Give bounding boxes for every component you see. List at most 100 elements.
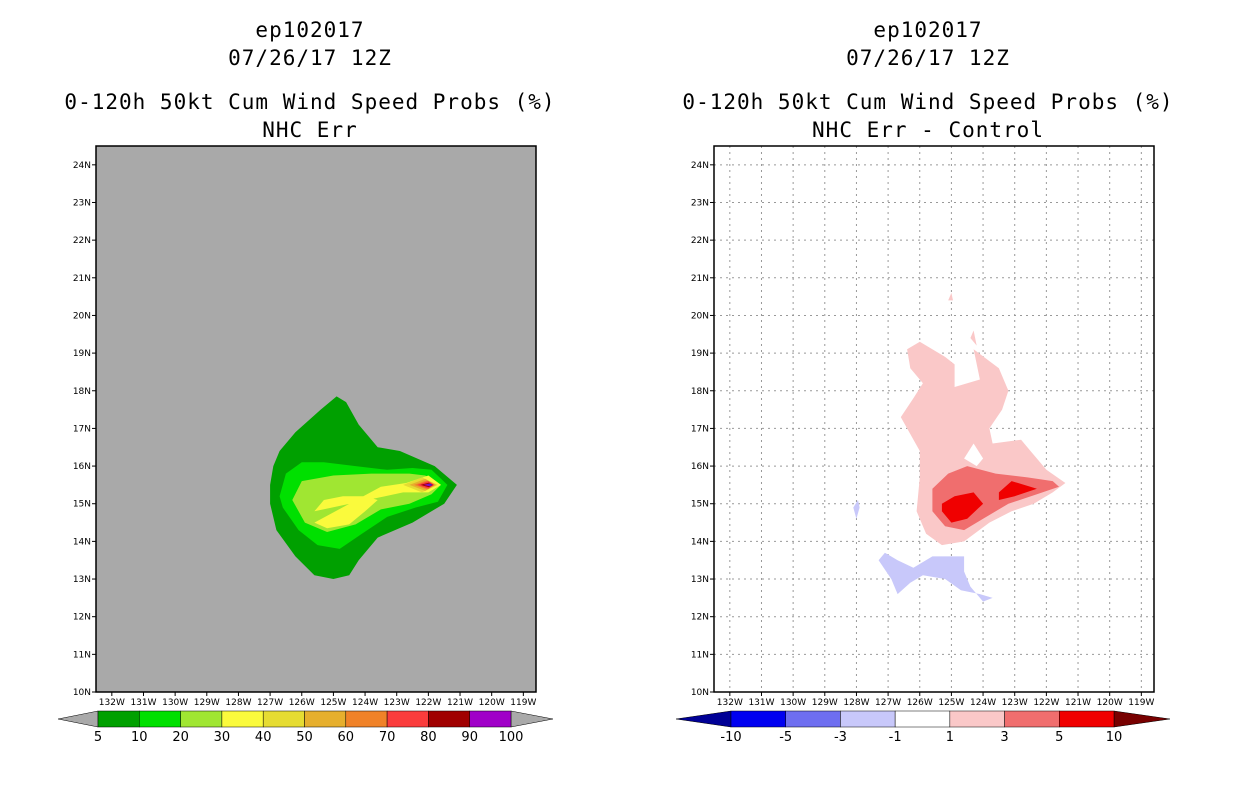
contour-level-1 xyxy=(970,330,977,346)
colorbar-label: 20 xyxy=(172,730,189,745)
contour-level-5 xyxy=(941,492,984,523)
colorbar-swatch xyxy=(97,710,140,728)
colorbar-swatch xyxy=(469,710,512,728)
x-tick-label: 120W xyxy=(1097,698,1123,708)
x-tick-label: 121W xyxy=(447,698,473,708)
contour-level-95 xyxy=(426,484,433,486)
colorbar-swatch xyxy=(221,710,264,728)
y-tick-label: 11N xyxy=(691,650,709,660)
colorbar-label: 60 xyxy=(338,730,355,745)
colorbar-swatch xyxy=(949,710,1005,728)
left-title-line-4: NHC Err xyxy=(262,118,358,142)
y-tick-label: 14N xyxy=(691,537,709,547)
colorbar-label: 100 xyxy=(499,730,524,745)
right-title-line-2: 07/26/17 12Z xyxy=(846,46,1010,70)
x-tick-label: 129W xyxy=(812,698,838,708)
colorbar-swatch xyxy=(730,710,786,728)
x-tick-label: 122W xyxy=(415,698,441,708)
colorbar-label: 5 xyxy=(1055,730,1063,745)
colorbar-label: 10 xyxy=(131,730,148,745)
colorbar-label: -10 xyxy=(720,730,741,745)
colorbar-label: 40 xyxy=(255,730,272,745)
colorbar-swatch xyxy=(894,710,951,728)
colorbar-label: -3 xyxy=(834,730,847,745)
contour-layer xyxy=(853,292,1066,602)
colorbar-swatch xyxy=(180,710,223,728)
colorbar-swatch xyxy=(386,710,429,728)
plot-frame xyxy=(713,145,1155,693)
y-tick-label: 12N xyxy=(691,613,709,623)
contour-level-neg1 xyxy=(878,552,993,602)
left-title-line-2: 07/26/17 12Z xyxy=(228,46,392,70)
y-tick-label: 17N xyxy=(691,424,709,434)
x-tick-label: 128W xyxy=(843,698,869,708)
x-tick-label: 123W xyxy=(384,698,410,708)
colorbar-label: 50 xyxy=(296,730,313,745)
y-tick-label: 15N xyxy=(73,500,91,510)
y-tick-label: 13N xyxy=(691,575,709,585)
colorbar-extend-low xyxy=(675,710,732,728)
colorbar-swatch xyxy=(840,710,896,728)
y-tick-label: 19N xyxy=(73,349,91,359)
x-tick-label: 130W xyxy=(162,698,188,708)
colorbar-swatch xyxy=(345,710,388,728)
right-title-line-3: 0-120h 50kt Cum Wind Speed Probs (%) xyxy=(682,90,1174,114)
colorbar-label: 30 xyxy=(214,730,231,745)
right-title-line-1: ep102017 xyxy=(873,18,983,42)
y-tick-label: 10N xyxy=(691,688,709,698)
y-tick-label: 21N xyxy=(73,274,91,284)
x-tick-label: 123W xyxy=(1002,698,1028,708)
colorbar-label: 3 xyxy=(1000,730,1008,745)
chart-panel-left: 10N 11N 12N 13N 14N 15N 16N 17N 18N 19N 20N 21N 22N 2… xyxy=(57,145,554,745)
y-tick-label: 20N xyxy=(73,311,91,321)
colorbar-swatch xyxy=(428,710,470,728)
colorbar-label: 70 xyxy=(379,730,396,745)
x-tick-label: 131W xyxy=(130,698,156,708)
y-tick-label: 21N xyxy=(691,274,709,284)
x-tick-label: 124W xyxy=(970,698,996,708)
y-tick-label: 16N xyxy=(73,462,91,472)
colorbar-label: 10 xyxy=(1106,730,1123,745)
colorbar-swatch xyxy=(262,710,305,728)
x-tick-label: 125W xyxy=(938,698,964,708)
x-tick-label: 128W xyxy=(225,698,251,708)
x-tick-label: 119W xyxy=(1128,698,1154,708)
y-tick-label: 17N xyxy=(73,424,91,434)
plot-frame xyxy=(95,145,537,693)
x-tick-label: 126W xyxy=(907,698,933,708)
contour-level-1 xyxy=(948,292,953,301)
colorbar-label: 90 xyxy=(461,730,478,745)
y-tick-label: 14N xyxy=(73,537,91,547)
x-tick-label: 124W xyxy=(352,698,378,708)
colorbar-extend-high xyxy=(1113,710,1171,728)
x-tick-label: 131W xyxy=(748,698,774,708)
y-tick-label: 16N xyxy=(691,462,709,472)
right-title-line-4: NHC Err - Control xyxy=(812,118,1044,142)
colorbar-swatch xyxy=(139,710,181,728)
y-tick-label: 24N xyxy=(691,161,709,171)
y-tick-label: 10N xyxy=(73,688,91,698)
colorbar-extend-low xyxy=(57,710,99,728)
y-tick-label: 22N xyxy=(691,236,709,246)
colorbar-label: 5 xyxy=(94,730,102,745)
chart-panel-right: 10N 11N 12N 13N 14N 15N 16N 17N 18N 19N 20N 21N 22N 2… xyxy=(675,145,1171,745)
left-title-line-3: 0-120h 50kt Cum Wind Speed Probs (%) xyxy=(64,90,556,114)
x-tick-label: 121W xyxy=(1065,698,1091,708)
contour-level-neg1 xyxy=(964,443,984,467)
colorbar-label: -1 xyxy=(889,730,902,745)
contour-level-5 xyxy=(998,481,1037,500)
colorbar-swatch xyxy=(785,710,841,728)
colorbar-label: -5 xyxy=(779,730,792,745)
colorbar: -10 -5 -3 -1 1 3 5 10 xyxy=(675,710,1171,745)
colorbar-swatch xyxy=(304,710,347,728)
y-tick-label: 13N xyxy=(73,575,91,585)
y-tick-label: 20N xyxy=(691,311,709,321)
colorbar-label: 1 xyxy=(946,730,954,745)
x-tick-label: 132W xyxy=(717,698,743,708)
colorbar-swatch xyxy=(1004,710,1060,728)
y-tick-label: 18N xyxy=(691,387,709,397)
colorbar: 5 10 20 30 40 50 60 70 80 90 100 xyxy=(57,710,554,745)
x-tick-label: 125W xyxy=(320,698,346,708)
y-tick-label: 23N xyxy=(691,198,709,208)
